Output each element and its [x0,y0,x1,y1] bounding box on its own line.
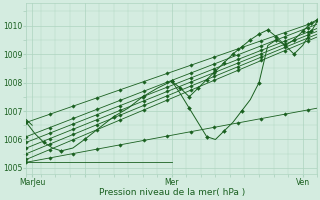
X-axis label: Pression niveau de la mer( hPa ): Pression niveau de la mer( hPa ) [99,188,245,197]
